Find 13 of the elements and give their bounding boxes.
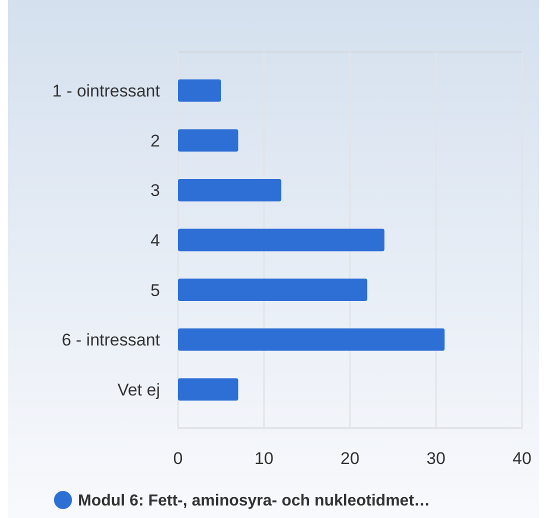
y-tick-label: 5: [150, 280, 160, 300]
y-tick-label: 6 - intressant: [62, 330, 160, 350]
y-tick-label: 3: [150, 181, 160, 200]
x-tick-label: 10: [254, 449, 274, 468]
y-tick-label: 1 - ointressant: [52, 82, 160, 101]
y-tick-label: Vet ej: [117, 380, 160, 400]
x-tick-label: 20: [340, 449, 360, 468]
y-tick-label: 4: [150, 230, 160, 250]
legend-label: Modul 6: Fett-, aminosyra- och nukleotidmet…: [78, 492, 430, 510]
y-tick-label: 2: [150, 131, 160, 150]
x-tick-label: 30: [426, 449, 446, 468]
x-tick-label: 40: [512, 449, 532, 468]
x-tick-label: 0: [173, 449, 183, 468]
